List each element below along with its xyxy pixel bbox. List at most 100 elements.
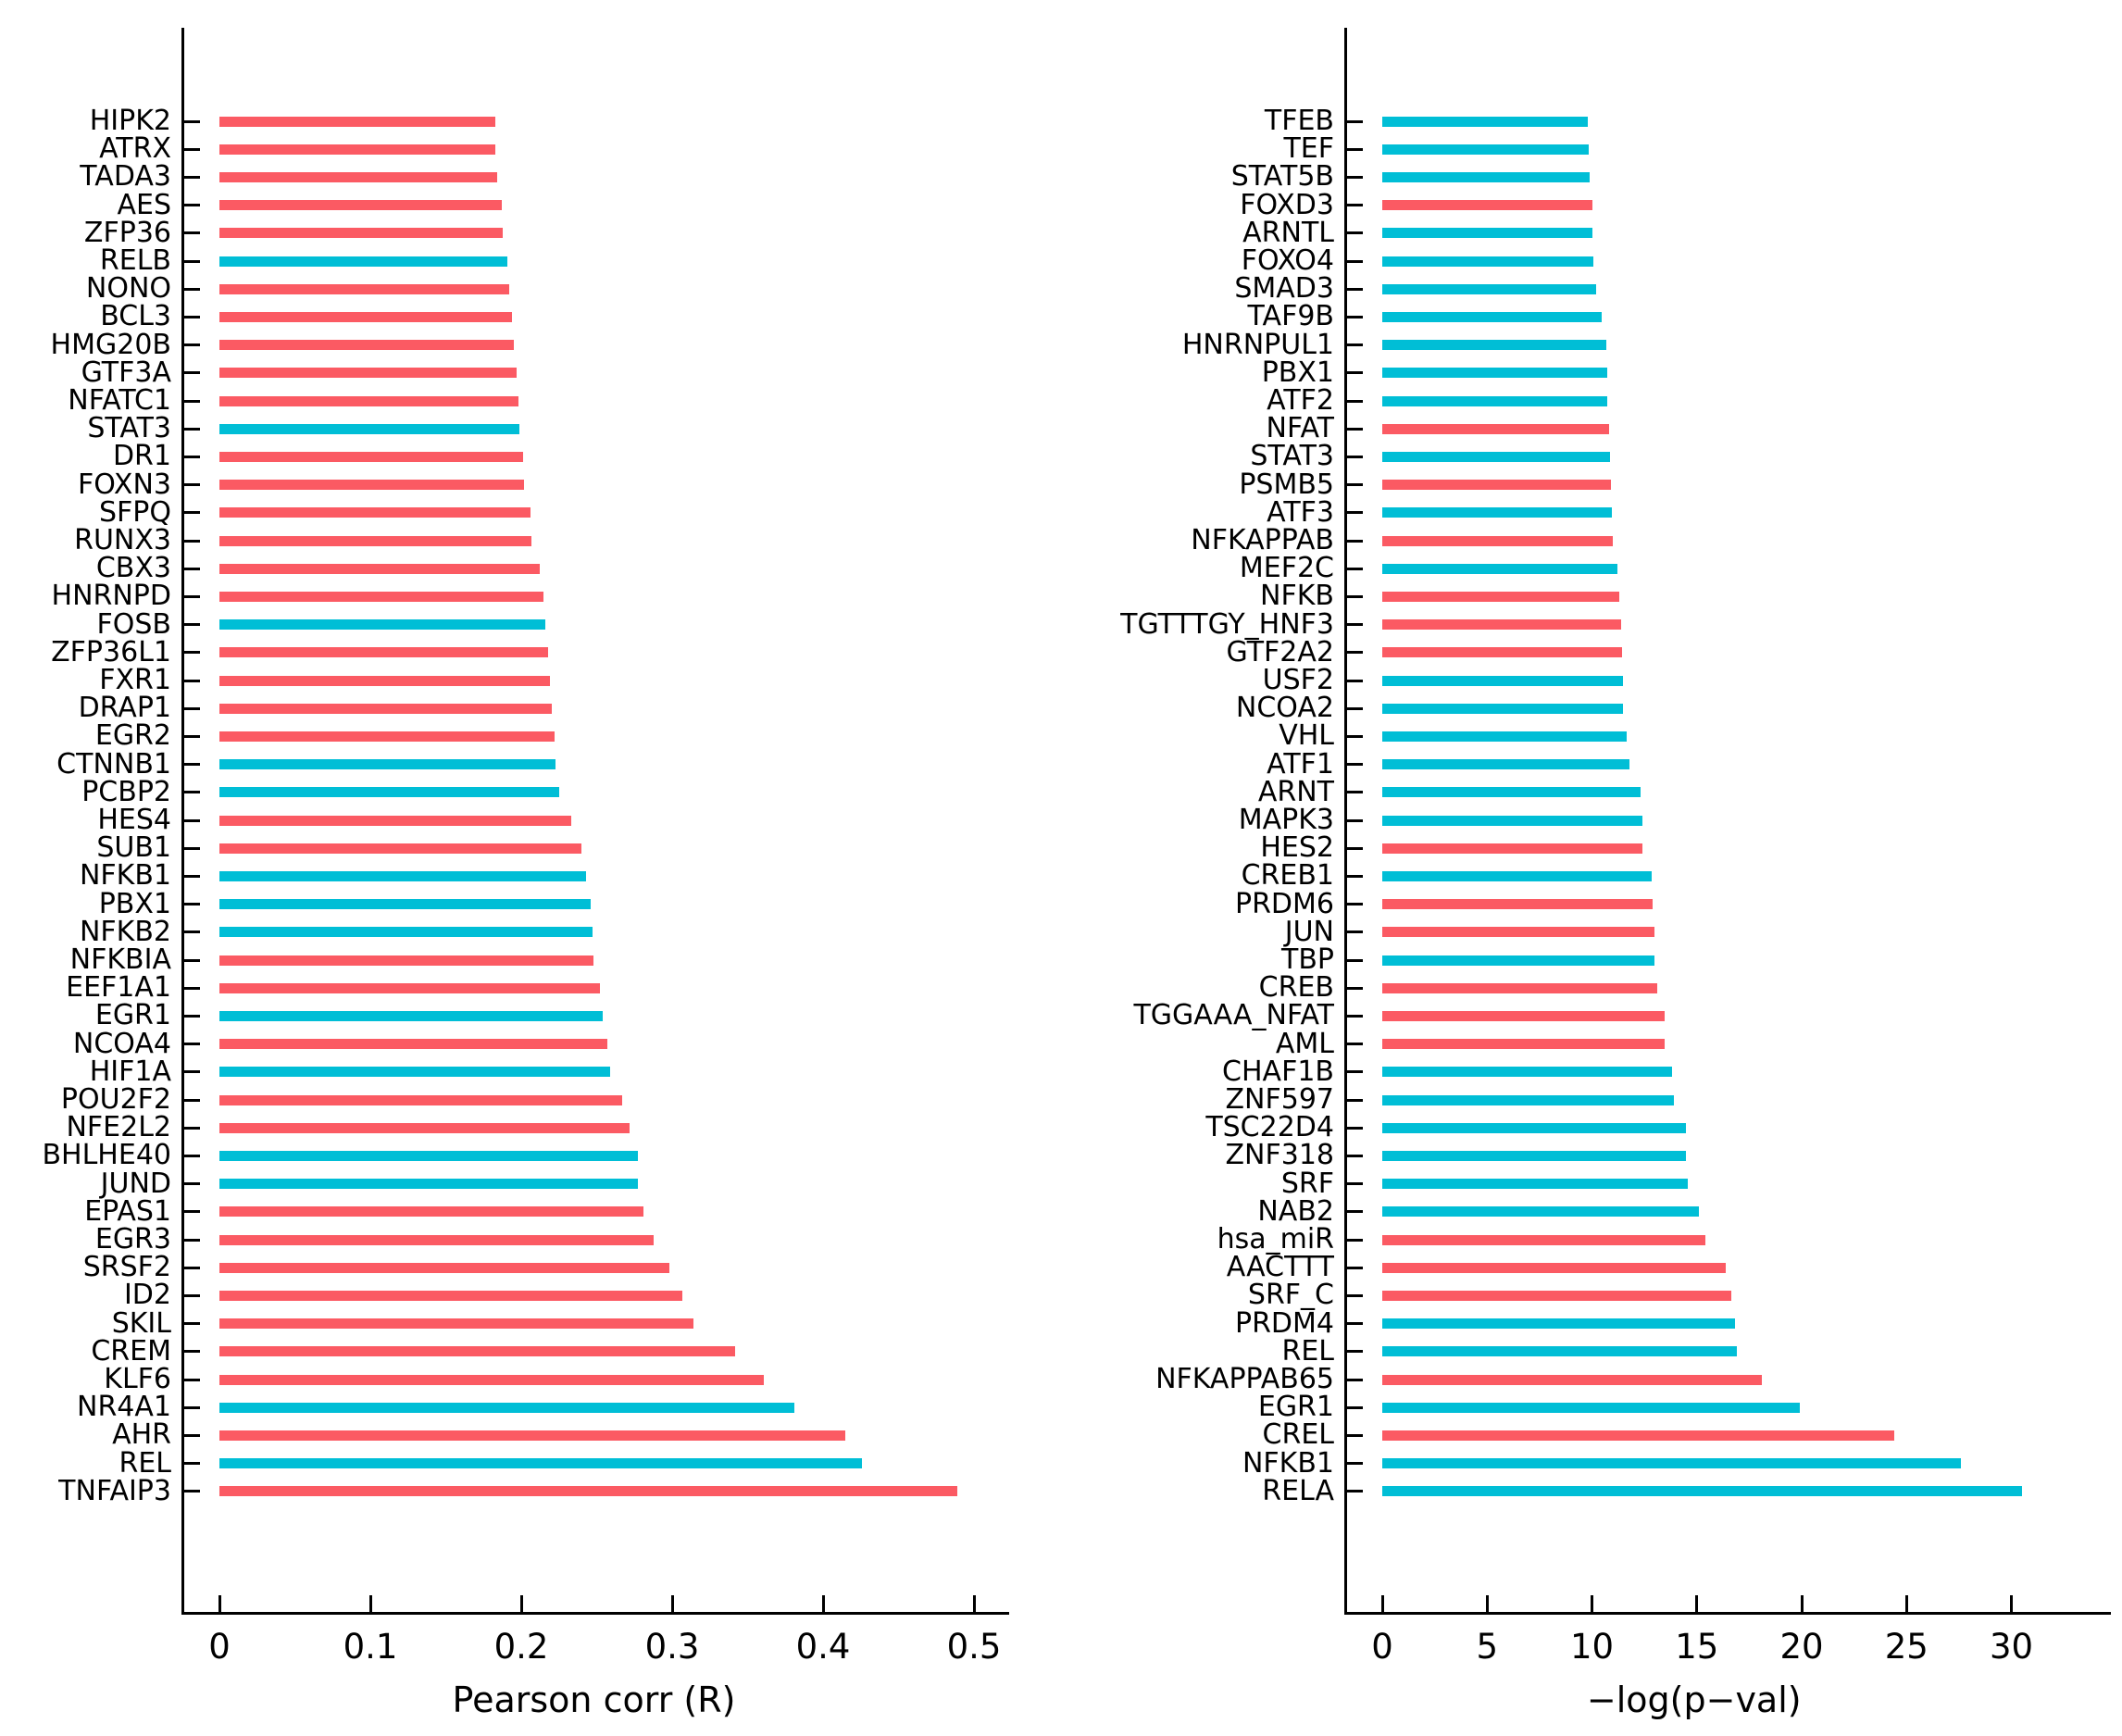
y-tick-mark — [1347, 1266, 1363, 1269]
y-tick-label-RUNX3: RUNX3 — [74, 524, 171, 556]
y-tick-mark — [184, 1070, 200, 1074]
y-tick-mark — [184, 539, 200, 543]
y-tick-label-HNRNPUL1: HNRNPUL1 — [1181, 328, 1334, 361]
bar-BHLHE40 — [219, 1150, 638, 1161]
y-tick-mark — [1347, 455, 1363, 458]
y-tick-mark — [184, 1405, 200, 1409]
y-tick-mark — [184, 1098, 200, 1102]
y-tick-label-PBX1: PBX1 — [98, 887, 171, 920]
y-tick-label-VHL: VHL — [1279, 719, 1334, 753]
y-tick-mark — [1347, 651, 1363, 655]
bar-USF2 — [1382, 675, 1624, 686]
y-tick-mark — [1347, 679, 1363, 682]
y-tick-mark — [184, 259, 200, 263]
bar-SUB1 — [219, 843, 582, 854]
bar-HNRNPUL1 — [1382, 340, 1607, 351]
x-tick-mark — [1904, 1595, 1908, 1612]
y-tick-mark — [1347, 903, 1363, 906]
y-tick-label-NFKB: NFKB — [1260, 580, 1334, 613]
y-tick-label-TADA3: TADA3 — [80, 160, 171, 194]
y-tick-label-SFPQ: SFPQ — [98, 495, 171, 529]
bar-ATF2 — [1382, 395, 1608, 406]
bar-ARNT — [1382, 787, 1641, 798]
x-axis-label-logpval: −log(p−val) — [1586, 1680, 1802, 1720]
bar-JUND — [219, 1179, 638, 1190]
y-tick-label-PRDM6: PRDM6 — [1234, 887, 1334, 920]
bar-HES2 — [1382, 843, 1642, 854]
y-tick-label-FOXO4: FOXO4 — [1241, 244, 1334, 277]
bar-KLF6 — [219, 1374, 765, 1385]
y-tick-mark — [1347, 567, 1363, 570]
bar-AML — [1382, 1039, 1665, 1050]
y-tick-mark — [184, 958, 200, 962]
bar-CTNNB1 — [219, 759, 556, 770]
bar-NFATC1 — [219, 395, 518, 406]
x-tick-label-25: 25 — [1884, 1627, 1929, 1667]
y-tick-mark — [184, 343, 200, 347]
y-tick-mark — [1347, 259, 1363, 263]
x-tick-mark — [1695, 1595, 1699, 1612]
bar-TADA3 — [219, 171, 497, 182]
bar-NR4A1 — [219, 1402, 795, 1413]
bar-GTF3A — [219, 368, 518, 379]
x-tick-label-5: 5 — [1476, 1627, 1499, 1667]
y-tick-label-POU2F2: POU2F2 — [60, 1083, 171, 1116]
y-tick-label-NFKB1: NFKB1 — [1242, 1446, 1334, 1480]
bar-MEF2C — [1382, 563, 1617, 574]
bar-RUNX3 — [219, 535, 532, 546]
bar-POU2F2 — [219, 1094, 623, 1105]
bar-CREM — [219, 1346, 736, 1357]
bar-TBP — [1382, 955, 1655, 966]
y-tick-label-SUB1: SUB1 — [96, 831, 171, 865]
bar-AHR — [219, 1430, 846, 1441]
y-tick-mark — [184, 1154, 200, 1157]
y-tick-mark — [1347, 706, 1363, 710]
y-tick-label-NFKAPPAB: NFKAPPAB — [1191, 524, 1334, 556]
bar-PCBP2 — [219, 787, 559, 798]
y-tick-label-ARNTL: ARNTL — [1242, 216, 1334, 249]
y-tick-label-EGR2: EGR2 — [94, 719, 171, 753]
y-tick-label-EGR3: EGR3 — [94, 1223, 171, 1255]
y-tick-label-NFATC1: NFATC1 — [68, 384, 171, 417]
x-tick-mark — [972, 1595, 976, 1612]
y-tick-mark — [184, 1433, 200, 1437]
y-tick-mark — [184, 315, 200, 318]
y-tick-mark — [184, 427, 200, 431]
y-tick-label-NAB2: NAB2 — [1257, 1194, 1334, 1228]
y-tick-mark — [1347, 231, 1363, 235]
y-tick-mark — [184, 791, 200, 794]
y-tick-label-CBX3: CBX3 — [95, 552, 171, 585]
y-tick-mark — [1347, 287, 1363, 291]
y-tick-mark — [1347, 1126, 1363, 1130]
y-tick-label-SMAD3: SMAD3 — [1234, 272, 1334, 306]
bar-NCOA4 — [219, 1039, 607, 1050]
y-tick-mark — [184, 567, 200, 570]
y-tick-mark — [184, 846, 200, 850]
y-tick-mark — [1347, 986, 1363, 990]
y-tick-label-PRDM4: PRDM4 — [1234, 1306, 1334, 1340]
y-tick-mark — [1347, 734, 1363, 738]
y-tick-label-CREB: CREB — [1258, 971, 1334, 1005]
x-tick-label-20: 20 — [1779, 1627, 1824, 1667]
y-tick-mark — [1347, 958, 1363, 962]
y-tick-mark — [1347, 623, 1363, 627]
x-tick-label-10: 10 — [1569, 1627, 1615, 1667]
y-tick-mark — [184, 734, 200, 738]
x-tick-mark — [2010, 1595, 2013, 1612]
bar-CBX3 — [219, 563, 540, 574]
y-tick-mark — [1347, 483, 1363, 487]
y-tick-mark — [1347, 1043, 1363, 1046]
y-tick-mark — [184, 1182, 200, 1186]
y-tick-mark — [184, 623, 200, 627]
y-tick-label-AES: AES — [117, 188, 171, 221]
x-tick-mark — [1591, 1595, 1593, 1612]
y-tick-mark — [1347, 1014, 1363, 1018]
bar-TFEB — [1382, 116, 1588, 127]
y-tick-mark — [184, 1238, 200, 1242]
y-tick-label-TBP: TBP — [1281, 943, 1334, 976]
bar-HES4 — [219, 815, 571, 826]
y-tick-mark — [184, 594, 200, 598]
bar-NFAT — [1382, 423, 1609, 434]
bar-SFPQ — [219, 507, 530, 518]
y-tick-mark — [1347, 791, 1363, 794]
